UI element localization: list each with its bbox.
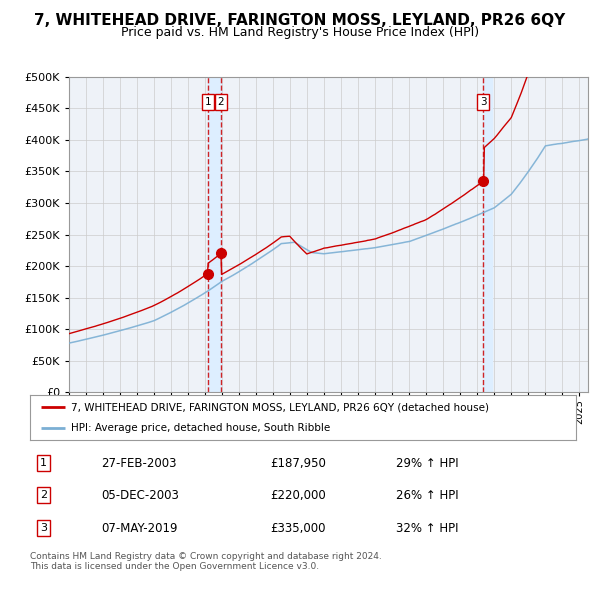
Text: 26% ↑ HPI: 26% ↑ HPI — [396, 489, 458, 502]
Text: 7, WHITEHEAD DRIVE, FARINGTON MOSS, LEYLAND, PR26 6QY (detached house): 7, WHITEHEAD DRIVE, FARINGTON MOSS, LEYL… — [71, 402, 489, 412]
Bar — [208, 77, 221, 392]
Text: 29% ↑ HPI: 29% ↑ HPI — [396, 457, 458, 470]
Text: 1: 1 — [40, 458, 47, 468]
Text: 07-MAY-2019: 07-MAY-2019 — [101, 522, 178, 535]
Text: £335,000: £335,000 — [270, 522, 326, 535]
Text: 2: 2 — [217, 97, 224, 107]
Text: HPI: Average price, detached house, South Ribble: HPI: Average price, detached house, Sout… — [71, 422, 330, 432]
Text: Contains HM Land Registry data © Crown copyright and database right 2024.: Contains HM Land Registry data © Crown c… — [30, 552, 382, 560]
Text: Price paid vs. HM Land Registry's House Price Index (HPI): Price paid vs. HM Land Registry's House … — [121, 26, 479, 39]
Text: 1: 1 — [205, 97, 211, 107]
Text: 32% ↑ HPI: 32% ↑ HPI — [396, 522, 458, 535]
Text: 27-FEB-2003: 27-FEB-2003 — [101, 457, 176, 470]
Text: 3: 3 — [480, 97, 487, 107]
Text: 7, WHITEHEAD DRIVE, FARINGTON MOSS, LEYLAND, PR26 6QY: 7, WHITEHEAD DRIVE, FARINGTON MOSS, LEYL… — [34, 13, 566, 28]
Bar — [484, 77, 492, 392]
Text: 05-DEC-2003: 05-DEC-2003 — [101, 489, 179, 502]
Text: 3: 3 — [40, 523, 47, 533]
Text: This data is licensed under the Open Government Licence v3.0.: This data is licensed under the Open Gov… — [30, 562, 319, 571]
Text: £220,000: £220,000 — [270, 489, 326, 502]
Text: 2: 2 — [40, 490, 47, 500]
Text: £187,950: £187,950 — [270, 457, 326, 470]
